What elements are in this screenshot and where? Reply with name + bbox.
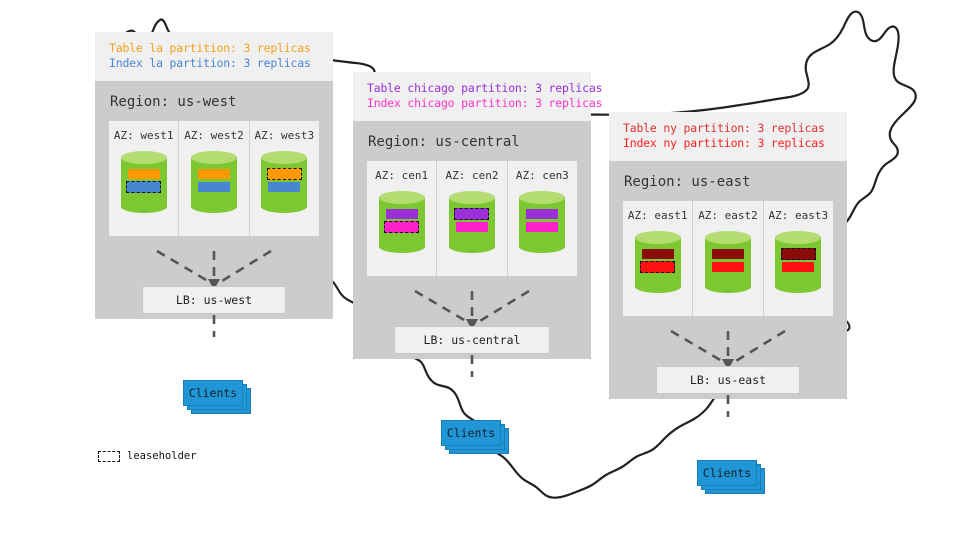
legend: leaseholder [98, 450, 197, 462]
index-replica-layer [268, 182, 301, 192]
partition-summary-us-east: Table ny partition: 3 replicas Index ny … [609, 112, 847, 161]
table-replica-layer-leaseholder [266, 168, 302, 180]
table-replica-layer [385, 209, 418, 219]
table-replica-layer [127, 169, 160, 179]
az-cen2[interactable]: AZ: cen2 [436, 161, 506, 276]
az-east2[interactable]: AZ: east2 [692, 201, 762, 316]
az-cen3[interactable]: AZ: cen3 [506, 161, 577, 276]
az-cen1[interactable]: AZ: cen1 [367, 161, 436, 276]
table-replica-layer-leaseholder [454, 208, 490, 220]
index-replica-layer [197, 182, 230, 192]
clients-box[interactable]: Clients [441, 420, 501, 446]
node-cylinder[interactable] [448, 191, 495, 253]
clients-box[interactable]: Clients [183, 380, 243, 406]
load-balancer-us-east[interactable]: LB: us-east [656, 366, 800, 394]
legend-label: leaseholder [127, 450, 197, 462]
node-cylinder[interactable] [775, 231, 822, 293]
clients-us-central[interactable]: Clients [441, 420, 509, 454]
az-label: AZ: cen2 [445, 169, 499, 182]
index-replica-layer-leaseholder [640, 261, 676, 273]
node-cylinder[interactable] [519, 191, 566, 253]
az-row: AZ: cen1 AZ: cen2 [367, 161, 577, 276]
az-label: AZ: east3 [768, 209, 829, 222]
table-partition-line: Table ny partition: 3 replicas [623, 121, 825, 135]
az-west2[interactable]: AZ: west2 [178, 121, 248, 236]
lb-label: LB: us-west [175, 293, 253, 307]
node-cylinder[interactable] [120, 151, 167, 213]
clients-label: Clients [446, 426, 496, 440]
az-west1[interactable]: AZ: west1 [109, 121, 178, 236]
partition-summary-us-central: Table chicago partition: 3 replicas Inde… [353, 72, 603, 121]
table-replica-layer-leaseholder [780, 248, 816, 260]
index-partition-line: Index chicago partition: 3 replicas [367, 96, 603, 110]
cylinder-top [261, 151, 308, 164]
table-replica-layer [641, 249, 674, 259]
table-replica-layer [197, 169, 230, 179]
table-partition-line: Table la partition: 3 replicas [109, 41, 311, 55]
region-panel-us-east: Region: us-east AZ: east1 AZ: east2 [609, 161, 847, 417]
lb-label: LB: us-east [689, 373, 767, 387]
node-cylinder[interactable] [190, 151, 237, 213]
az-label: AZ: east1 [627, 209, 688, 222]
cylinder-top [448, 191, 495, 204]
cylinder-top [120, 151, 167, 164]
region-title: Region: us-central [368, 134, 520, 150]
node-cylinder[interactable] [634, 231, 681, 293]
dashed-rect-icon [98, 450, 120, 462]
index-replica-layer-leaseholder [384, 221, 420, 233]
lb-label: LB: us-central [423, 333, 521, 347]
cylinder-top [634, 231, 681, 244]
cluster-us-central: Table chicago partition: 3 replicas Inde… [353, 72, 603, 454]
az-row: AZ: east1 AZ: east2 [623, 201, 833, 316]
az-label: AZ: cen3 [515, 169, 569, 182]
cylinder-top [775, 231, 822, 244]
table-replica-layer [711, 249, 744, 259]
clients-label: Clients [702, 466, 752, 480]
az-label: AZ: west1 [113, 129, 174, 142]
load-balancer-us-central[interactable]: LB: us-central [394, 326, 550, 354]
node-cylinder[interactable] [704, 231, 751, 293]
region-panel-us-central: Region: us-central AZ: cen1 AZ: cen2 [353, 121, 591, 377]
index-replica-layer-leaseholder [126, 181, 162, 193]
node-cylinder[interactable] [378, 191, 425, 253]
table-replica-layer [526, 209, 559, 219]
region-title: Region: us-west [110, 94, 237, 110]
index-replica-layer [711, 262, 744, 272]
index-replica-layer [455, 222, 488, 232]
index-partition-line: Index la partition: 3 replicas [109, 56, 311, 70]
cluster-us-west: Table la partition: 3 replicas Index la … [95, 32, 333, 414]
partition-summary-us-west: Table la partition: 3 replicas Index la … [95, 32, 333, 81]
index-replica-layer [782, 262, 815, 272]
region-panel-us-west: Region: us-west AZ: west1 AZ: west2 [95, 81, 333, 337]
region-title: Region: us-east [624, 174, 751, 190]
az-label: AZ: cen1 [375, 169, 429, 182]
index-replica-layer [526, 222, 559, 232]
clients-us-west[interactable]: Clients [183, 380, 251, 414]
clients-label: Clients [188, 386, 238, 400]
cylinder-top [378, 191, 425, 204]
load-balancer-us-west[interactable]: LB: us-west [142, 286, 286, 314]
node-cylinder[interactable] [261, 151, 308, 213]
cylinder-top [519, 191, 566, 204]
cylinder-top [704, 231, 751, 244]
az-label: AZ: west3 [254, 129, 315, 142]
index-partition-line: Index ny partition: 3 replicas [623, 136, 825, 150]
cluster-us-east: Table ny partition: 3 replicas Index ny … [609, 112, 847, 494]
cylinder-top [190, 151, 237, 164]
az-west3[interactable]: AZ: west3 [248, 121, 319, 236]
az-row: AZ: west1 AZ: west2 [109, 121, 319, 236]
az-east3[interactable]: AZ: east3 [762, 201, 833, 316]
az-east1[interactable]: AZ: east1 [623, 201, 692, 316]
az-label: AZ: east2 [698, 209, 758, 222]
clients-box[interactable]: Clients [697, 460, 757, 486]
clients-us-east[interactable]: Clients [697, 460, 765, 494]
az-label: AZ: west2 [184, 129, 244, 142]
table-partition-line: Table chicago partition: 3 replicas [367, 81, 603, 95]
